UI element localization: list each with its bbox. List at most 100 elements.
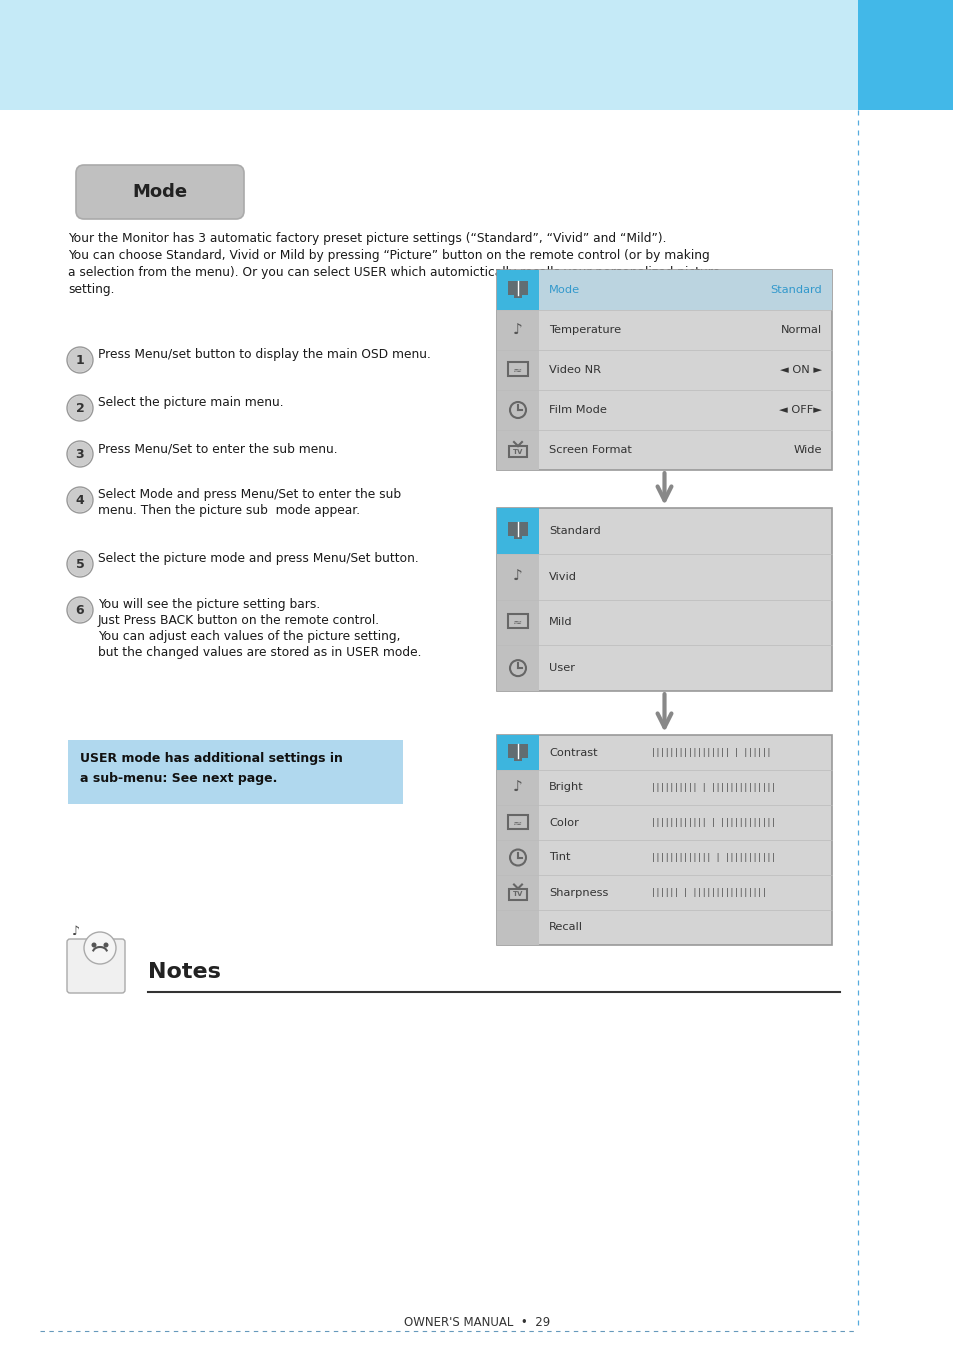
Text: Press Menu/Set to enter the sub menu.: Press Menu/Set to enter the sub menu. — [98, 442, 337, 455]
Text: Vivid: Vivid — [548, 572, 577, 581]
Text: Film Mode: Film Mode — [548, 405, 606, 415]
Bar — [497, 911, 538, 946]
Bar — [857, 0, 953, 111]
Bar — [514, 758, 521, 761]
Text: Mode: Mode — [548, 285, 579, 295]
Circle shape — [68, 488, 91, 513]
Circle shape — [68, 348, 91, 372]
Bar — [507, 362, 527, 376]
Text: Color: Color — [548, 817, 578, 827]
Bar — [514, 536, 521, 538]
Text: Select Mode and press Menu/Set to enter the sub: Select Mode and press Menu/Set to enter … — [98, 488, 400, 500]
Text: Video NR: Video NR — [548, 366, 600, 375]
Bar — [507, 281, 527, 295]
Text: Standard: Standard — [548, 526, 600, 536]
Text: Wide: Wide — [793, 445, 821, 455]
Text: 1: 1 — [75, 353, 84, 367]
Text: ≈: ≈ — [513, 366, 522, 376]
Bar — [497, 310, 538, 349]
Text: Mild: Mild — [548, 618, 572, 627]
Circle shape — [67, 347, 92, 374]
Bar — [507, 815, 527, 828]
Text: ♪: ♪ — [513, 780, 522, 795]
Bar — [497, 509, 831, 691]
Text: You can adjust each values of the picture setting,: You can adjust each values of the pictur… — [98, 630, 400, 643]
Bar — [497, 270, 831, 469]
Circle shape — [68, 442, 91, 465]
Text: Select the picture mode and press Menu/Set button.: Select the picture mode and press Menu/S… — [98, 552, 418, 565]
Text: Temperature: Temperature — [548, 325, 620, 335]
Circle shape — [67, 441, 92, 467]
Text: ||||||||||||||||| | ||||||: ||||||||||||||||| | |||||| — [650, 747, 770, 757]
Bar — [497, 805, 538, 840]
Bar — [509, 889, 526, 900]
Bar — [497, 735, 831, 946]
Text: You will see the picture setting bars.: You will see the picture setting bars. — [98, 598, 320, 611]
Text: ◄ ON ►: ◄ ON ► — [779, 366, 821, 375]
Circle shape — [68, 598, 91, 622]
Text: a selection from the menu). Or you can select USER which automictically recalls : a selection from the menu). Or you can s… — [68, 266, 720, 279]
Bar — [507, 522, 527, 536]
Text: Normal: Normal — [781, 325, 821, 335]
Circle shape — [68, 552, 91, 576]
Circle shape — [67, 395, 92, 421]
Circle shape — [67, 487, 92, 513]
Bar — [68, 741, 402, 804]
Text: 3: 3 — [75, 448, 84, 460]
Bar — [497, 390, 538, 430]
Circle shape — [68, 397, 91, 420]
Bar — [497, 735, 538, 770]
Text: Your the Monitor has 3 automatic factory preset picture settings (“Standard”, “V: Your the Monitor has 3 automatic factory… — [68, 232, 666, 246]
Bar — [514, 295, 521, 298]
Text: ◄ OFF►: ◄ OFF► — [779, 405, 821, 415]
FancyBboxPatch shape — [67, 939, 125, 993]
Text: |||||| | ||||||||||||||||: |||||| | |||||||||||||||| — [650, 888, 766, 897]
Text: Contrast: Contrast — [548, 747, 597, 758]
Bar — [497, 770, 538, 805]
Text: Screen Format: Screen Format — [548, 445, 631, 455]
Bar — [497, 645, 538, 691]
Text: ||||||||||||| | |||||||||||: ||||||||||||| | ||||||||||| — [650, 853, 775, 862]
Bar — [538, 270, 831, 310]
Text: Select the picture main menu.: Select the picture main menu. — [98, 397, 283, 409]
Circle shape — [67, 598, 92, 623]
Text: Sharpness: Sharpness — [548, 888, 608, 897]
Text: Mode: Mode — [132, 183, 188, 201]
Text: USER mode has additional settings in: USER mode has additional settings in — [80, 751, 342, 765]
Text: Press Menu/set button to display the main OSD menu.: Press Menu/set button to display the mai… — [98, 348, 431, 362]
Circle shape — [103, 943, 109, 947]
Text: ≈: ≈ — [513, 618, 522, 629]
Text: but the changed values are stored as in USER mode.: but the changed values are stored as in … — [98, 646, 421, 660]
Circle shape — [91, 943, 96, 947]
FancyBboxPatch shape — [76, 165, 244, 219]
Circle shape — [67, 550, 92, 577]
Bar — [497, 840, 538, 876]
Text: 4: 4 — [75, 494, 84, 506]
Text: 5: 5 — [75, 557, 84, 571]
Text: 6: 6 — [75, 603, 84, 616]
Text: User: User — [548, 664, 575, 673]
Text: Bright: Bright — [548, 782, 583, 792]
Text: You can choose Standard, Vivid or Mild by pressing “Picture” button on the remot: You can choose Standard, Vivid or Mild b… — [68, 250, 709, 262]
Text: ♪: ♪ — [513, 569, 522, 584]
Bar — [497, 553, 538, 599]
Text: Just Press BACK button on the remote control.: Just Press BACK button on the remote con… — [98, 614, 379, 627]
Text: Recall: Recall — [548, 923, 582, 932]
Bar — [497, 430, 538, 469]
Text: 2: 2 — [75, 402, 84, 414]
Text: Tint: Tint — [548, 853, 570, 862]
Text: menu. Then the picture sub  mode appear.: menu. Then the picture sub mode appear. — [98, 505, 359, 517]
Bar — [497, 509, 538, 553]
Text: ≈: ≈ — [513, 819, 522, 828]
Bar — [507, 743, 527, 758]
Text: ♪: ♪ — [513, 322, 522, 337]
Circle shape — [84, 932, 116, 965]
Text: a sub-menu: See next page.: a sub-menu: See next page. — [80, 772, 277, 785]
Text: Standard: Standard — [769, 285, 821, 295]
Text: |||||||||| | ||||||||||||||: |||||||||| | |||||||||||||| — [650, 782, 775, 792]
Text: TV: TV — [513, 892, 522, 897]
Text: TV: TV — [513, 449, 522, 455]
Text: |||||||||||| | ||||||||||||: |||||||||||| | |||||||||||| — [650, 817, 775, 827]
Bar — [497, 599, 538, 645]
Bar — [507, 614, 527, 629]
